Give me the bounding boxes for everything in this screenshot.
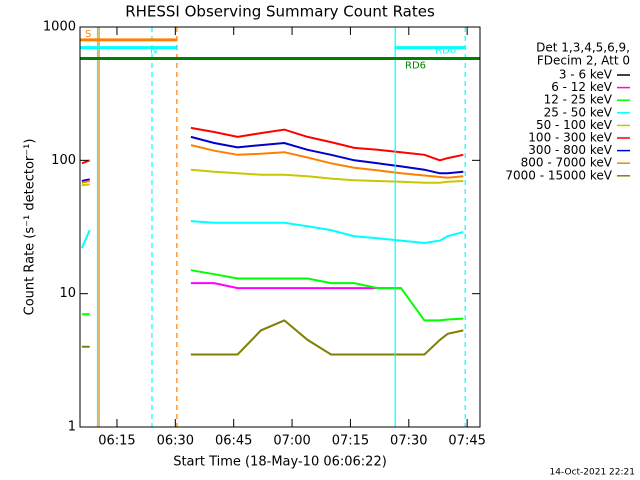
series-line xyxy=(190,282,401,290)
chart-title: RHESSI Observing Summary Count Rates xyxy=(125,3,435,21)
x-tick-label: 07:30 xyxy=(390,434,427,449)
legend-header: FDecim 2, Att 0 xyxy=(537,54,630,68)
x-tick-label: 06:30 xyxy=(157,434,194,449)
series-line xyxy=(81,269,464,322)
legend-label: 50 - 100 keV xyxy=(536,118,613,132)
x-tick-label: 06:15 xyxy=(98,434,135,449)
x-tick-label: 06:45 xyxy=(215,434,252,449)
series-line xyxy=(81,144,464,184)
series-line xyxy=(81,168,464,187)
legend-label: 25 - 50 keV xyxy=(544,105,613,119)
x-axis-label: Start Time (18-May-10 06:06:22) xyxy=(173,455,387,470)
flag-label: RD0 xyxy=(435,46,456,57)
y-tick-label: 10 xyxy=(59,286,76,301)
series-line xyxy=(80,220,464,249)
legend-header: Det 1,3,4,5,6,9, xyxy=(536,41,630,55)
legend-label: 800 - 7000 keV xyxy=(521,156,613,170)
y-tick-label: 100 xyxy=(51,153,76,168)
series-line xyxy=(81,319,464,356)
x-tick-label: 07:15 xyxy=(332,434,369,449)
y-tick-label: 1000 xyxy=(43,20,76,35)
y-tick-label: 1 xyxy=(68,420,76,435)
x-tick-label: 07:45 xyxy=(448,434,485,449)
legend-label: 300 - 800 keV xyxy=(528,143,612,157)
flag-label: RD6 xyxy=(405,61,426,72)
y-axis-label: Count Rate (s⁻¹ detector⁻¹) xyxy=(23,139,38,316)
series-line xyxy=(81,135,464,182)
flag-label: S xyxy=(85,29,91,40)
legend-label: 7000 - 15000 keV xyxy=(505,168,612,182)
plot-frame xyxy=(79,26,481,428)
flag-label: N xyxy=(150,46,157,57)
x-tick-label: 07:00 xyxy=(273,434,310,449)
series-line xyxy=(81,126,464,165)
legend-label: 3 - 6 keV xyxy=(559,68,613,82)
legend-label: 6 - 12 keV xyxy=(551,80,613,94)
footer: 14-Oct-2021 22:21 xyxy=(550,468,635,478)
legend-label: 12 - 25 keV xyxy=(544,93,613,107)
legend-label: 100 - 300 keV xyxy=(528,131,612,145)
